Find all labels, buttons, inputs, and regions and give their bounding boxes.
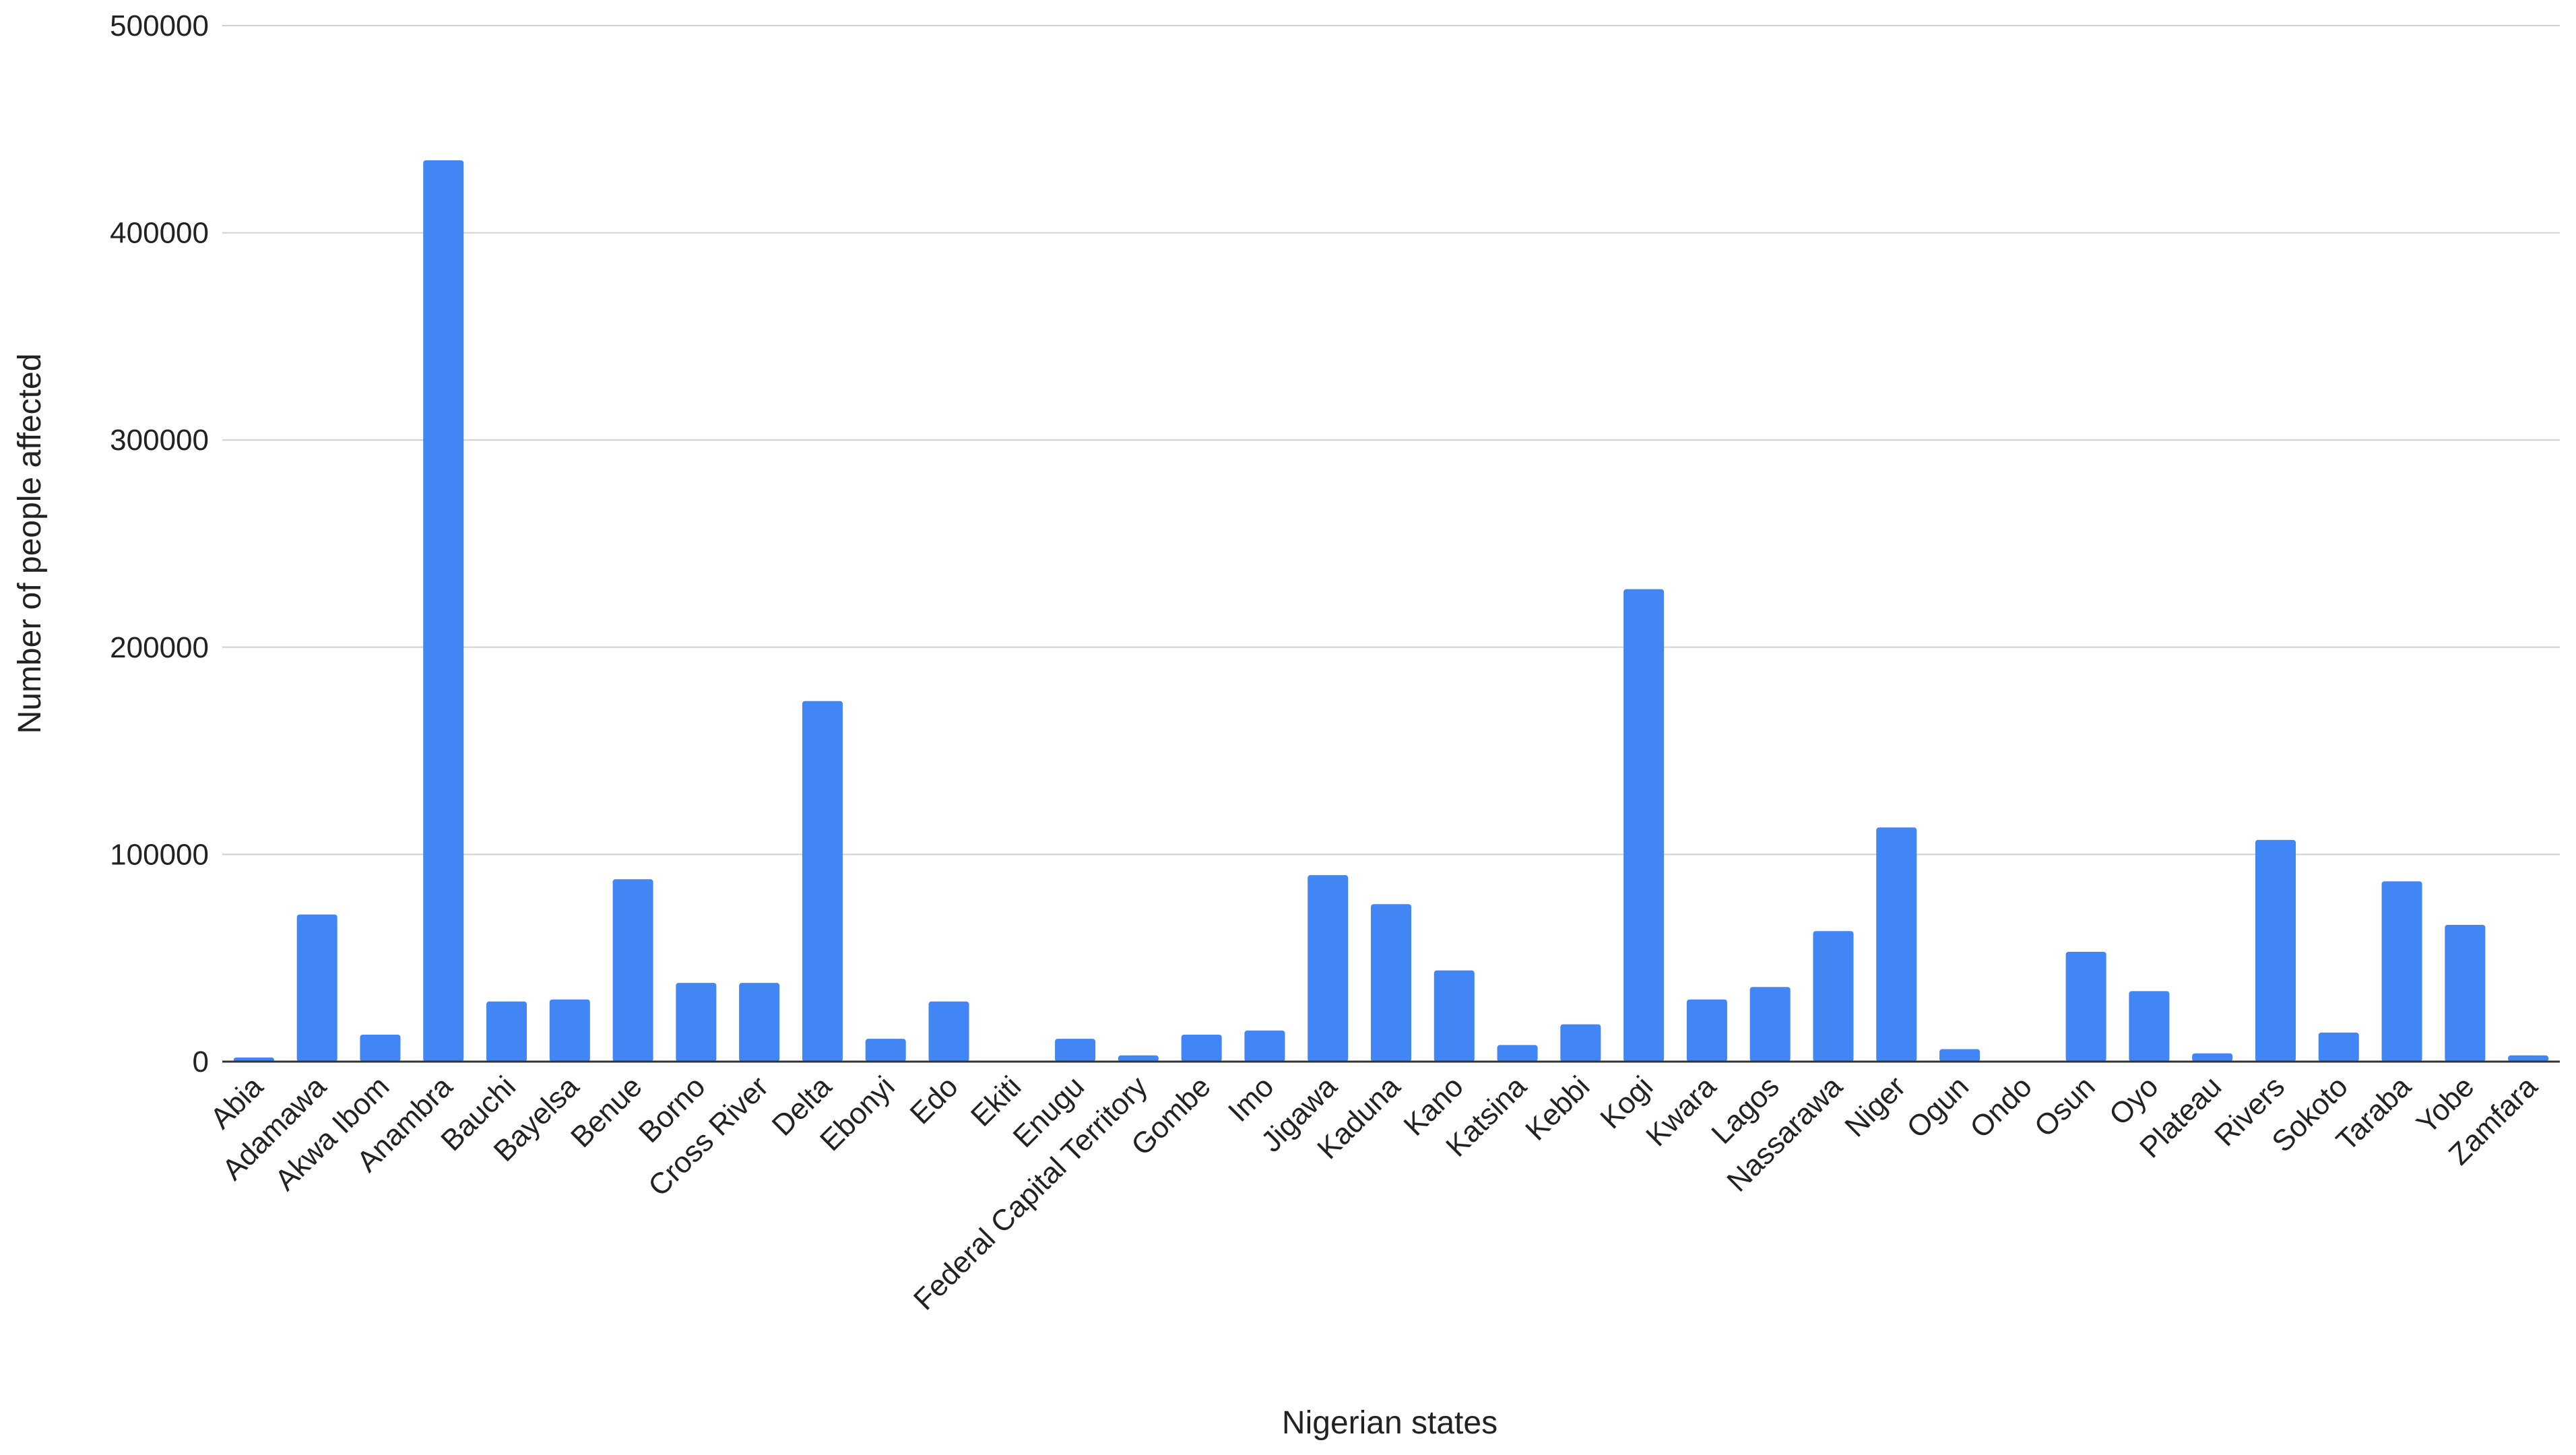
x-axis-title: Nigerian states [1282,1405,1498,1441]
bar-bayelsa [549,999,590,1062]
bar-taraba [2381,881,2422,1062]
bar-plateau [2192,1053,2233,1062]
bar-kebbi [1560,1024,1601,1062]
gridlines [222,25,2560,855]
bar-abia [233,1057,274,1062]
bar-kwara [1686,999,1727,1062]
bar-bauchi [486,1001,527,1062]
y-tick-label: 0 [193,1045,209,1078]
x-tick-label: Niger [1838,1070,1912,1143]
x-tick-label: Ondo [1964,1070,2038,1144]
bar-ogun [1939,1049,1981,1062]
bar-kaduna [1370,904,1412,1062]
bar-sokoto [2318,1032,2359,1062]
y-tick-label: 400000 [110,217,209,250]
bar-lagos [1749,987,1791,1062]
y-tick-label: 500000 [110,9,209,42]
bar-imo [1244,1030,1285,1062]
y-axis-title: Number of people affected [12,354,48,734]
bar-niger [1876,827,1917,1062]
bar-edo [928,1001,969,1062]
bar-gombe [1181,1035,1222,1062]
bar-akwa-ibom [360,1035,401,1062]
bar-rivers [2255,839,2296,1062]
bar-adamawa [296,914,337,1062]
x-tick-label: Edo [904,1070,965,1130]
bar-borno [676,983,717,1062]
bar-katsina [1497,1045,1538,1062]
bar-oyo [2129,991,2170,1062]
bar-enugu [1055,1039,1096,1062]
y-tick-labels: 0 100000 200000 300000 400000 500000 [110,9,209,1078]
bar-benue [612,879,653,1062]
x-tick-label: Osun [2028,1070,2102,1143]
bar-anambra [423,160,464,1062]
bar-delta [802,701,843,1062]
bar-kogi [1623,589,1665,1062]
y-tick-label: 100000 [110,838,209,871]
x-tick-label: Kwara [1640,1070,1722,1153]
x-tick-label: Kebbi [1519,1070,1596,1146]
bar-federal-capital-territory [1118,1055,1159,1062]
bar-zamfara [2508,1055,2549,1062]
bar-jigawa [1308,875,1349,1062]
bar-cross-river [739,983,780,1062]
bar-osun [2065,951,2106,1062]
bars [233,160,2549,1062]
bar-nassarawa [1813,931,1854,1062]
bar-yobe [2445,924,2486,1062]
x-tick-label: Benue [565,1070,649,1154]
x-tick-label: Ogun [1900,1070,1975,1144]
y-tick-label: 300000 [110,424,209,457]
bar-ebonyi [865,1039,906,1062]
y-tick-label: 200000 [110,631,209,664]
bar-kano [1434,970,1475,1062]
